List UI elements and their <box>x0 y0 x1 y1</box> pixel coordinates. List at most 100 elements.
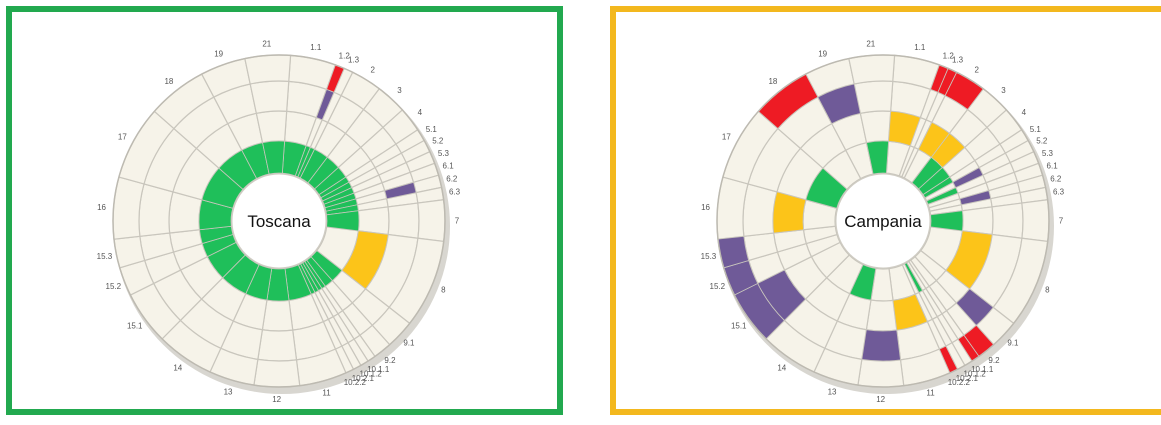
tick-label-5-1: 5.1 <box>1030 125 1042 134</box>
cell-12-level-1 <box>261 299 294 332</box>
tick-label-10-2-1: 10.2.1 <box>352 374 375 383</box>
cell-12-level-3 <box>857 358 905 388</box>
tick-label-10-2-2: 10.2.2 <box>344 378 367 387</box>
cell-7-level-3 <box>417 199 446 243</box>
mark-21-level-0-green <box>866 140 890 175</box>
mark-11-level-1-yellow <box>892 293 928 331</box>
tick-label-9-1: 9.1 <box>403 339 415 348</box>
tick-label-7: 7 <box>1059 217 1064 226</box>
cell-12-level-1 <box>865 299 898 332</box>
cell-16-level-2 <box>742 183 778 237</box>
tick-label-6-2: 6.2 <box>446 174 458 183</box>
mark-9-1-level-2-purple <box>955 288 994 326</box>
tick-label-6-3: 6.3 <box>1053 188 1065 197</box>
tick-label-1-2: 1.2 <box>943 51 955 60</box>
mark-6-2-level-1-purple <box>959 190 992 206</box>
tick-label-10-1-2: 10.1.2 <box>964 370 987 379</box>
mark-7-level-0-green <box>326 210 360 232</box>
cell-21-level-3 <box>848 54 896 85</box>
cell-16-level-3 <box>112 176 145 240</box>
tick-label-15-3: 15.3 <box>97 252 113 261</box>
tick-label-5-3: 5.3 <box>438 149 450 158</box>
mark-8-level-1-yellow <box>945 230 993 290</box>
tick-label-1-3: 1.3 <box>348 55 360 64</box>
tick-label-5-1: 5.1 <box>426 125 438 134</box>
tick-label-15-3: 15.3 <box>701 252 717 261</box>
tick-label-6-1: 6.1 <box>443 161 455 170</box>
cell-16-level-2 <box>138 183 174 237</box>
mark-5-3-level-0-green <box>926 187 959 205</box>
tick-label-19: 19 <box>214 50 223 59</box>
tick-label-12: 12 <box>272 395 281 404</box>
tick-label-6-2: 6.2 <box>1050 174 1062 183</box>
tick-label-10-1-2: 10.1.2 <box>360 370 383 379</box>
mark-21-level-0-green <box>262 140 286 175</box>
tick-label-1-1: 1.1 <box>914 43 926 52</box>
tick-label-19: 19 <box>818 50 827 59</box>
tick-label-11: 11 <box>322 389 331 398</box>
tick-label-8: 8 <box>1045 285 1050 294</box>
center-hole <box>835 173 931 269</box>
tick-label-7: 7 <box>455 217 460 226</box>
tick-label-4: 4 <box>1022 108 1027 117</box>
tick-label-4: 4 <box>418 108 423 117</box>
tick-label-14: 14 <box>777 363 786 372</box>
tick-label-9-1: 9.1 <box>1007 339 1019 348</box>
tick-label-17: 17 <box>722 132 731 141</box>
tick-label-21: 21 <box>262 39 271 48</box>
mark-17-level-0-green <box>805 167 848 209</box>
mark-5-1-level-0-green <box>922 176 954 199</box>
mark-6-2-level-2-purple <box>384 181 417 200</box>
center-hole <box>231 173 327 269</box>
mark-12-level-2-purple <box>861 329 901 362</box>
cell-21-level-3 <box>244 54 292 85</box>
mark-7-level-0-green <box>930 210 964 232</box>
tick-label-16: 16 <box>701 203 710 212</box>
tick-label-3: 3 <box>1001 86 1006 95</box>
tick-label-1-2: 1.2 <box>339 51 351 60</box>
tick-label-15-2: 15.2 <box>106 282 122 291</box>
mark-13-level-0-green <box>849 264 877 301</box>
tick-label-15-1: 15.1 <box>731 321 747 330</box>
tick-label-9-2: 9.2 <box>988 356 1000 365</box>
campania-panel: 1.1 1.2 1.3 2 3 4 5.1 5.2 5.3 6.1 6.2 6.3 7 8 9.1 9.2 10… <box>610 6 1161 415</box>
mark-15-1-level-2-purple <box>757 269 807 321</box>
tick-label-10-1-1: 10.1.1 <box>367 365 390 374</box>
tick-label-12: 12 <box>876 395 885 404</box>
mark-8-level-1-yellow <box>341 230 389 290</box>
tick-label-18: 18 <box>768 77 777 86</box>
tick-label-13: 13 <box>828 388 837 397</box>
tick-label-3: 3 <box>397 86 402 95</box>
cell-21-level-2 <box>853 80 894 115</box>
cell-7-level-2 <box>387 202 420 239</box>
cell-16-level-3 <box>716 176 749 240</box>
tick-label-5-2: 5.2 <box>432 137 444 146</box>
tick-label-1-1: 1.1 <box>310 43 322 52</box>
chart-outer-rim <box>716 54 1050 388</box>
tick-label-13: 13 <box>224 388 233 397</box>
cell-21-level-2 <box>249 80 290 115</box>
tick-label-5-2: 5.2 <box>1036 137 1048 146</box>
tick-label-15-1: 15.1 <box>127 321 143 330</box>
tick-label-6-3: 6.3 <box>449 188 461 197</box>
tick-label-17: 17 <box>118 132 127 141</box>
chart-outer-rim <box>112 54 446 388</box>
cell-7-level-1 <box>961 206 994 236</box>
cell-12-level-3 <box>253 358 301 388</box>
chart-title: Campania <box>844 212 922 231</box>
tick-label-11: 11 <box>926 389 935 398</box>
tick-label-14: 14 <box>173 363 182 372</box>
tick-label-10-2-1: 10.2.1 <box>956 374 979 383</box>
tick-label-15-2: 15.2 <box>710 282 726 291</box>
tick-label-2: 2 <box>975 66 980 75</box>
tick-label-8: 8 <box>441 285 446 294</box>
toscana-panel: 1.1 1.2 1.3 2 3 4 5.1 5.2 5.3 6.1 6.2 6.3 7 8 9.1 9.2 10… <box>6 6 563 415</box>
cell-7-level-2 <box>991 202 1024 239</box>
tick-label-6-1: 6.1 <box>1047 161 1059 170</box>
tick-label-5-3: 5.3 <box>1042 149 1054 158</box>
cell-7-level-1 <box>357 206 390 236</box>
tick-label-1-3: 1.3 <box>952 55 964 64</box>
cell-12-level-2 <box>257 329 298 362</box>
mark-10-2-1-level-0-green <box>904 262 923 294</box>
toscana-radial-chart: 1.11.21.32345.15.25.36.16.26.3789.19.210… <box>97 39 461 404</box>
